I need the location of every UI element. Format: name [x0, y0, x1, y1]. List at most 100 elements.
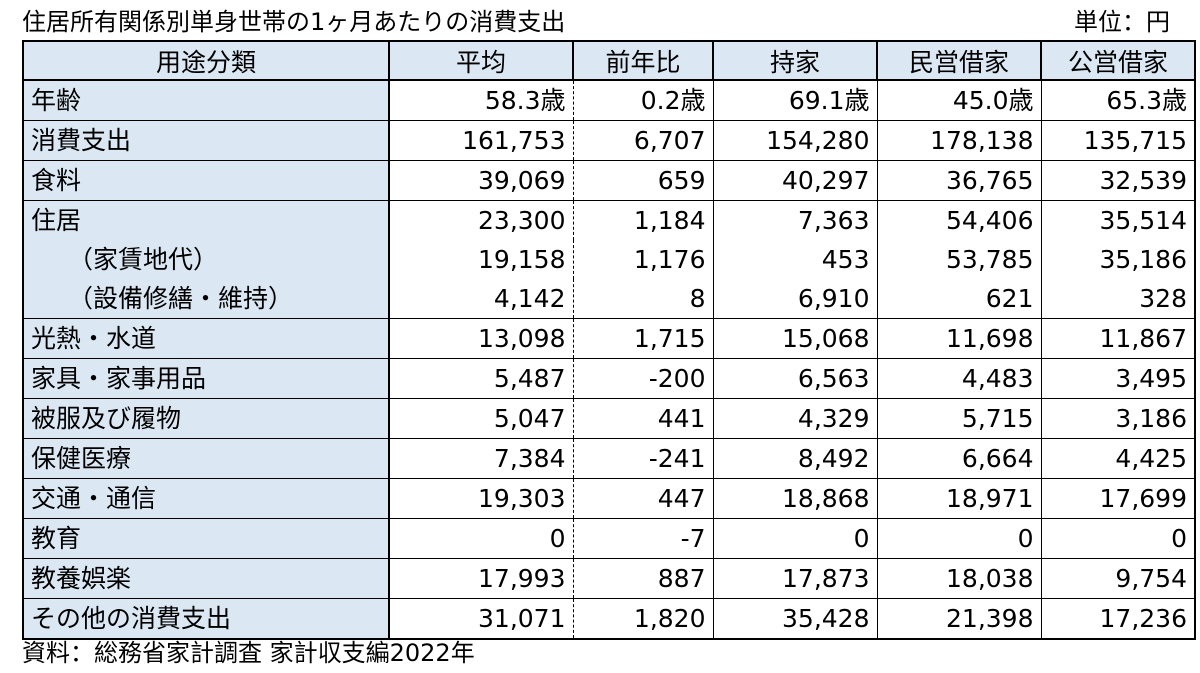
- cell-public-rent: 3,495: [1041, 358, 1196, 399]
- cell-public-rent: 35,186: [1041, 240, 1196, 279]
- cell-average: 17,993: [389, 558, 574, 599]
- header-public-rent: 公営借家: [1040, 40, 1196, 81]
- cell-owned: 6,910: [713, 279, 878, 319]
- cell-owned: 15,068: [713, 318, 878, 359]
- header-private-rent: 民営借家: [876, 40, 1042, 81]
- cell-owned: 35,428: [713, 598, 878, 640]
- cell-private-rent: 5,715: [877, 398, 1042, 439]
- cell-average: 58.3歳: [389, 79, 574, 121]
- cell-yoy: 447: [573, 478, 714, 519]
- row-label: 交通・通信: [22, 478, 390, 519]
- cell-public-rent: 4,425: [1041, 438, 1196, 479]
- row-label: 家具・家事用品: [22, 358, 390, 399]
- cell-public-rent: 35,514: [1041, 200, 1196, 240]
- table-row: 教養娯楽 17,993 887 17,873 18,038 9,754: [22, 558, 1196, 599]
- cell-owned: 69.1歳: [713, 79, 878, 121]
- header-average: 平均: [388, 40, 574, 81]
- cell-yoy: 0.2歳: [573, 79, 714, 121]
- table-title: 住居所有関係別単身世帯の1ヶ月あたりの消費支出: [22, 8, 566, 36]
- source-note: 資料：総務省家計調査 家計収支編2022年: [22, 639, 475, 667]
- table-row: 年齢 58.3歳 0.2歳 69.1歳 45.0歳 65.3歳: [22, 79, 1196, 121]
- unit-note: 単位：円: [1074, 8, 1170, 36]
- cell-owned: 18,868: [713, 478, 878, 519]
- cell-private-rent: 621: [877, 279, 1042, 319]
- cell-owned: 8,492: [713, 438, 878, 479]
- cell-public-rent: 3,186: [1041, 398, 1196, 439]
- cell-private-rent: 54,406: [877, 200, 1042, 240]
- cell-yoy: 8: [573, 279, 714, 319]
- cell-average: 23,300: [389, 200, 574, 240]
- table-row: 家具・家事用品 5,487 -200 6,563 4,483 3,495: [22, 358, 1196, 399]
- cell-public-rent: 11,867: [1041, 318, 1196, 359]
- table-row: 光熱・水道 13,098 1,715 15,068 11,698 11,867: [22, 318, 1196, 359]
- cell-owned: 7,363: [713, 200, 878, 240]
- cell-average: 7,384: [389, 438, 574, 479]
- cell-public-rent: 17,236: [1041, 598, 1196, 640]
- cell-average: 19,158: [389, 240, 574, 279]
- cell-yoy: 1,184: [573, 200, 714, 240]
- cell-private-rent: 53,785: [877, 240, 1042, 279]
- cell-yoy: 887: [573, 558, 714, 599]
- table-row: 被服及び履物 5,047 441 4,329 5,715 3,186: [22, 398, 1196, 439]
- cell-owned: 154,280: [713, 120, 878, 161]
- cell-private-rent: 36,765: [877, 160, 1042, 201]
- header-row: 用途分類 平均 前年比 持家 民営借家 公営借家: [22, 40, 1196, 81]
- row-label: 保健医療: [22, 438, 390, 479]
- cell-owned: 17,873: [713, 558, 878, 599]
- row-label: その他の消費支出: [22, 598, 390, 640]
- header-category: 用途分類: [22, 40, 390, 81]
- cell-private-rent: 45.0歳: [877, 79, 1042, 121]
- table-row: 住居 23,300 1,184 7,363 54,406 35,514: [22, 200, 1196, 240]
- cell-average: 5,047: [389, 398, 574, 439]
- table-row: （家賃地代） 19,158 1,176 453 53,785 35,186: [22, 240, 1196, 279]
- cell-public-rent: 17,699: [1041, 478, 1196, 519]
- table-row: 消費支出 161,753 6,707 154,280 178,138 135,7…: [22, 120, 1196, 161]
- cell-average: 161,753: [389, 120, 574, 161]
- table-row: （設備修繕・維持） 4,142 8 6,910 621 328: [22, 279, 1196, 319]
- header-yoy: 前年比: [572, 40, 714, 81]
- cell-owned: 0: [713, 518, 878, 559]
- table-row: 交通・通信 19,303 447 18,868 18,971 17,699: [22, 478, 1196, 519]
- cell-public-rent: 32,539: [1041, 160, 1196, 201]
- row-label: 被服及び履物: [22, 398, 390, 439]
- cell-private-rent: 6,664: [877, 438, 1042, 479]
- row-label: 教養娯楽: [22, 558, 390, 599]
- cell-average: 39,069: [389, 160, 574, 201]
- cell-yoy: 659: [573, 160, 714, 201]
- cell-average: 31,071: [389, 598, 574, 640]
- cell-average: 19,303: [389, 478, 574, 519]
- cell-yoy: 1,715: [573, 318, 714, 359]
- row-label: 年齢: [22, 79, 390, 121]
- cell-public-rent: 328: [1041, 279, 1196, 319]
- row-label: （設備修繕・維持）: [22, 279, 390, 319]
- cell-average: 0: [389, 518, 574, 559]
- cell-public-rent: 65.3歳: [1041, 79, 1196, 121]
- cell-yoy: 441: [573, 398, 714, 439]
- cell-private-rent: 11,698: [877, 318, 1042, 359]
- cell-public-rent: 0: [1041, 518, 1196, 559]
- row-label: 消費支出: [22, 120, 390, 161]
- cell-average: 13,098: [389, 318, 574, 359]
- header-owned: 持家: [712, 40, 878, 81]
- row-label: 光熱・水道: [22, 318, 390, 359]
- row-label: （家賃地代）: [22, 240, 390, 279]
- cell-public-rent: 9,754: [1041, 558, 1196, 599]
- cell-yoy: 1,820: [573, 598, 714, 640]
- cell-yoy: 1,176: [573, 240, 714, 279]
- cell-average: 5,487: [389, 358, 574, 399]
- row-label: 住居: [22, 200, 390, 240]
- cell-owned: 4,329: [713, 398, 878, 439]
- cell-owned: 6,563: [713, 358, 878, 399]
- cell-owned: 453: [713, 240, 878, 279]
- cell-private-rent: 18,038: [877, 558, 1042, 599]
- cell-average: 4,142: [389, 279, 574, 319]
- row-label: 教育: [22, 518, 390, 559]
- cell-owned: 40,297: [713, 160, 878, 201]
- cell-private-rent: 178,138: [877, 120, 1042, 161]
- cell-private-rent: 21,398: [877, 598, 1042, 640]
- cell-public-rent: 135,715: [1041, 120, 1196, 161]
- table-row: 食料 39,069 659 40,297 36,765 32,539: [22, 160, 1196, 201]
- cell-yoy: -241: [573, 438, 714, 479]
- expenditure-table: 用途分類 平均 前年比 持家 民営借家 公営借家 年齢 58.3歳 0.2歳 6…: [22, 40, 1196, 640]
- cell-yoy: 6,707: [573, 120, 714, 161]
